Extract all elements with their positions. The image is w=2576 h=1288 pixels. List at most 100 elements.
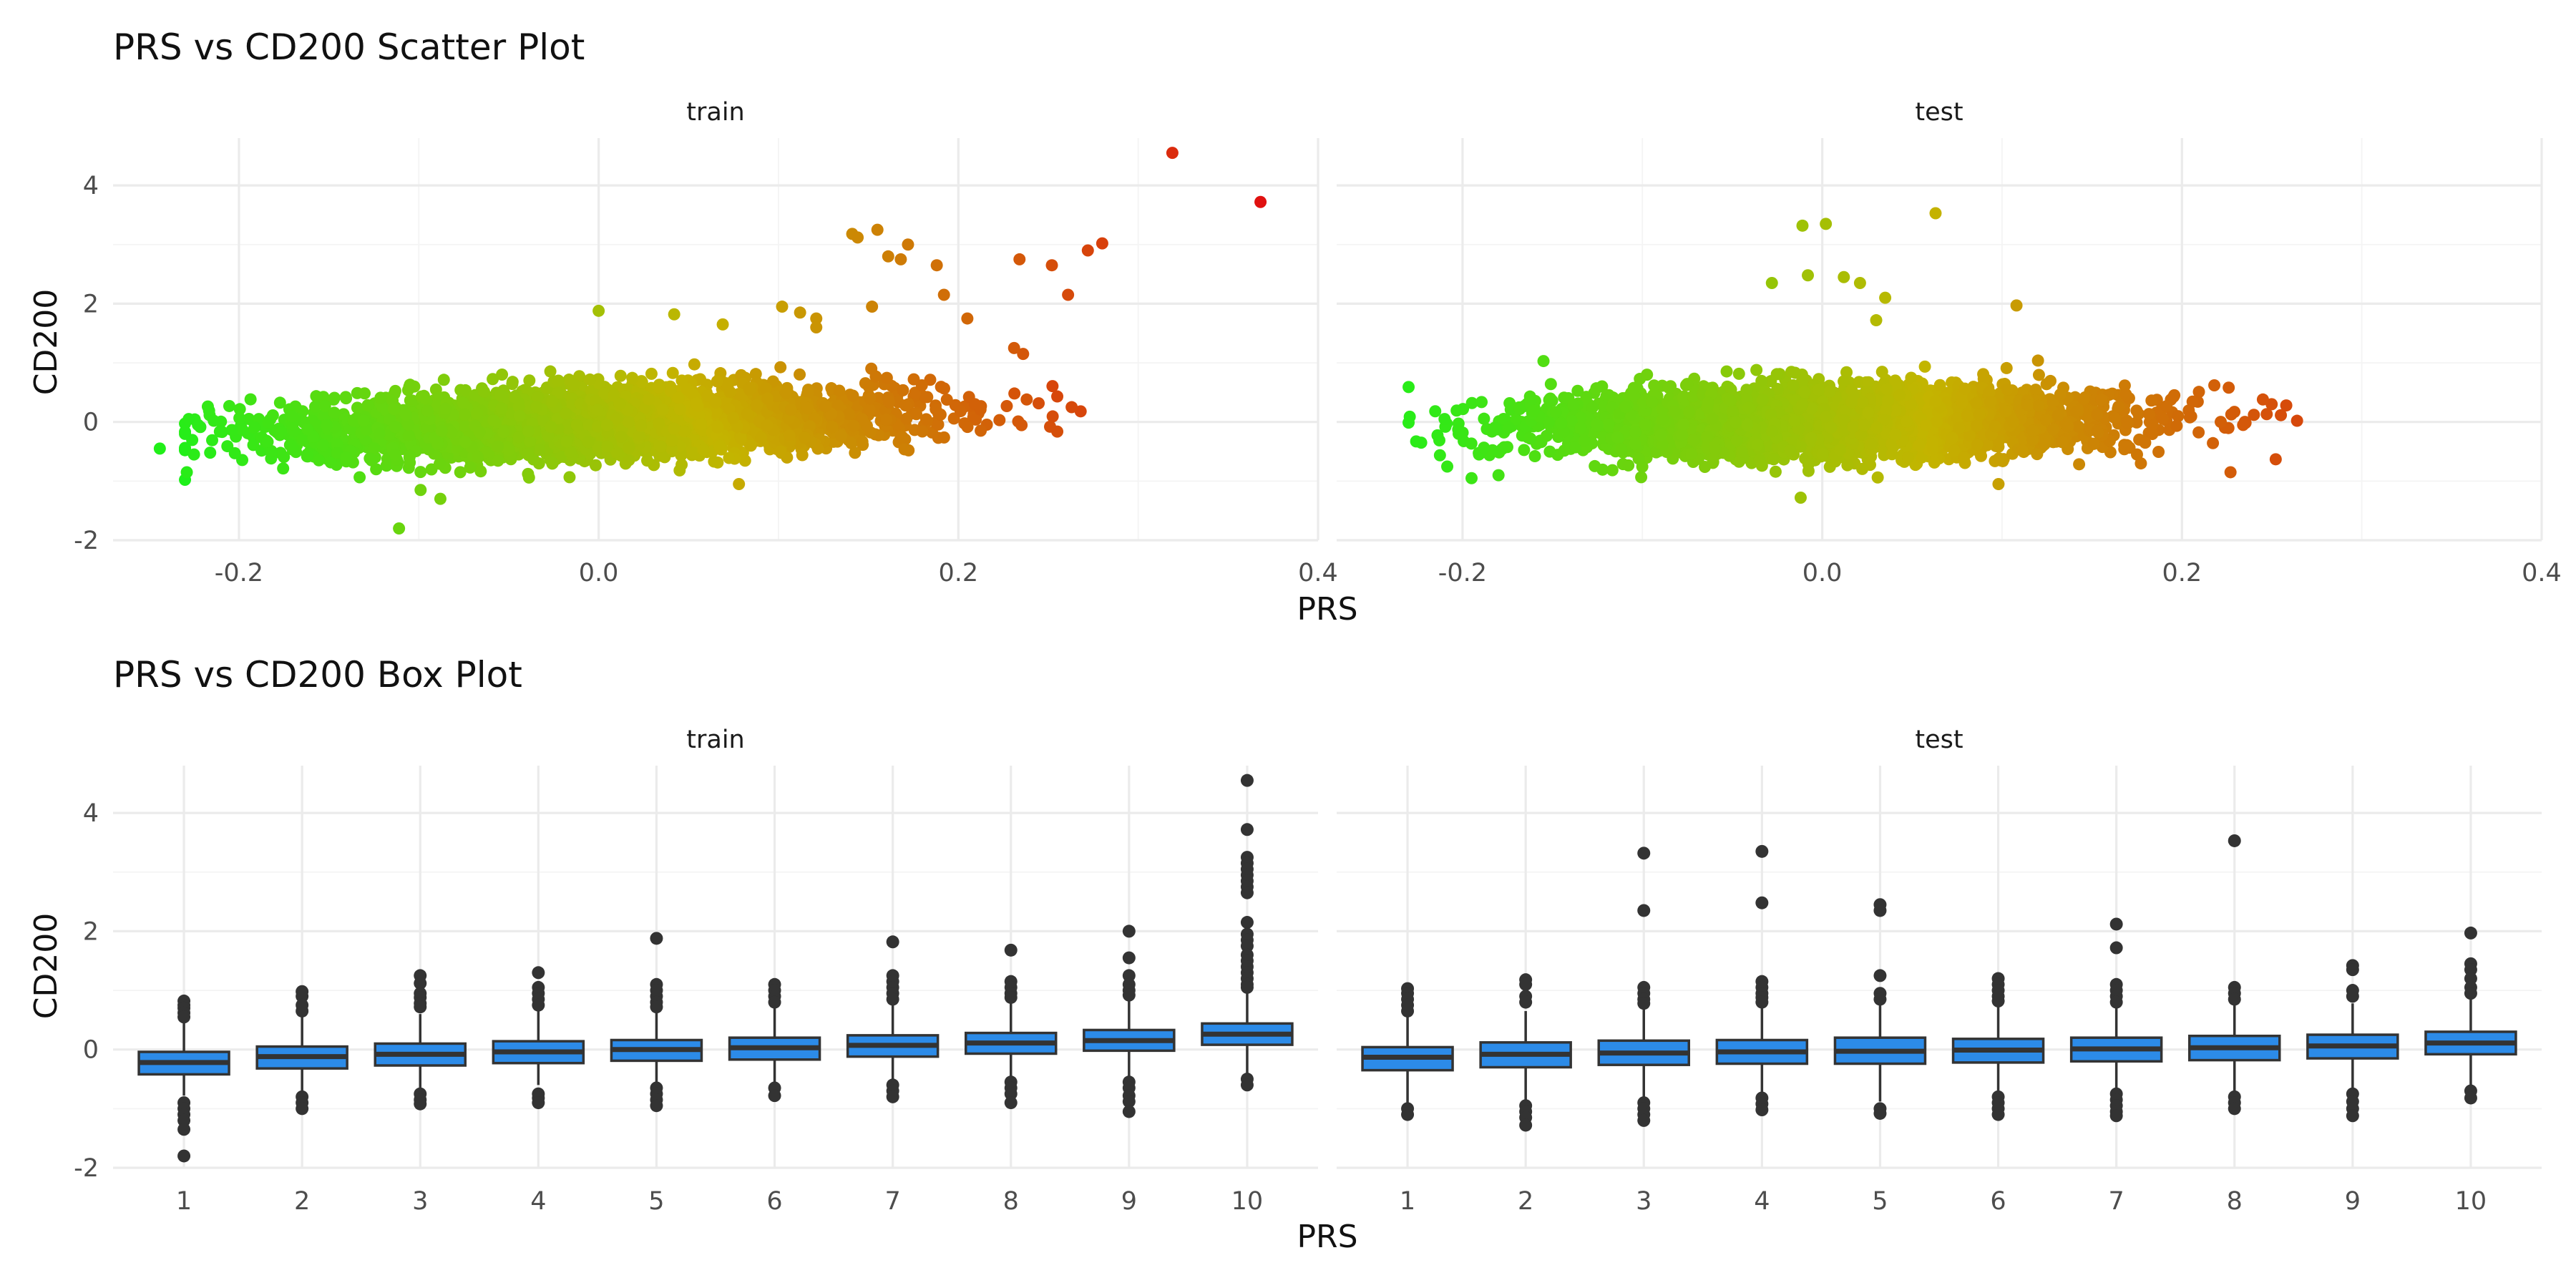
scatter-point <box>373 427 386 440</box>
scatter-point <box>477 385 490 398</box>
scatter-point <box>492 440 504 453</box>
scatter-point <box>655 440 668 453</box>
scatter-point <box>1046 380 1059 393</box>
scatter-point <box>688 358 701 371</box>
scatter-point <box>495 402 508 415</box>
scatter-point <box>1166 147 1179 160</box>
scatter-point <box>993 414 1006 426</box>
scatter-point <box>750 399 763 412</box>
scatter-point <box>400 409 413 421</box>
scatter-point <box>364 452 376 465</box>
point-cloud <box>179 358 1064 486</box>
scatter-point <box>545 421 557 434</box>
scatter-point <box>522 425 535 438</box>
scatter-point <box>563 471 576 484</box>
y-tick-label: 4 <box>83 172 99 200</box>
scatter-point <box>533 444 546 457</box>
scatter-point <box>301 423 314 436</box>
scatter-point <box>471 450 484 463</box>
scatter-point <box>935 381 947 394</box>
scatter-point <box>614 369 627 382</box>
scatter-point <box>643 393 655 406</box>
scatter-point <box>733 477 746 490</box>
scatter-point <box>882 396 895 409</box>
scatter-point <box>2152 445 2165 458</box>
scatter-point <box>393 522 406 535</box>
scatter-point <box>810 321 823 333</box>
scatter-point <box>613 397 626 410</box>
scatter-point <box>223 399 235 412</box>
x-tick-label: 0.0 <box>579 559 619 587</box>
scatter-point <box>435 424 448 437</box>
point-cloud <box>1402 354 2288 484</box>
scatter-point <box>601 440 614 453</box>
scatter-point <box>600 419 613 431</box>
scatter-point <box>774 445 787 458</box>
scatter-point <box>716 318 729 331</box>
scatter-point <box>910 408 923 421</box>
scatter-point <box>313 454 326 467</box>
scatter-point <box>1043 420 1056 433</box>
x-tick-label: 0.2 <box>938 559 978 587</box>
scatter-point <box>656 404 669 416</box>
scatter-point <box>374 391 387 404</box>
scatter-point <box>668 422 680 435</box>
scatter-point <box>327 393 340 406</box>
scatter-point <box>437 374 450 386</box>
scatter-point <box>711 375 723 388</box>
scatter-point <box>798 431 811 444</box>
scatter-point <box>1429 405 1442 418</box>
scatter-point <box>208 414 220 427</box>
scatter-point <box>1008 387 1021 400</box>
scatter-point <box>421 404 434 417</box>
scatter-point <box>1000 400 1013 413</box>
scatter-point <box>847 419 860 432</box>
scatter-panel-test: -0.2 0.0 0.2 0.4 <box>1337 138 2562 587</box>
scatter-point <box>262 416 275 429</box>
scatter-point <box>471 406 484 419</box>
scatter-point <box>1402 381 1415 394</box>
scatter-point <box>915 379 928 391</box>
scatter-point <box>582 436 595 449</box>
scatter-point <box>464 461 477 474</box>
scatter-point <box>496 368 509 381</box>
scatter-point <box>389 448 402 461</box>
scatter-point <box>521 447 534 460</box>
scatter-point <box>434 492 447 505</box>
scatter-point <box>916 425 929 438</box>
scatter-point <box>622 416 635 429</box>
scatter-title: PRS vs CD200 Scatter Plot <box>113 26 585 68</box>
scatter-point <box>403 380 416 393</box>
scatter-point <box>1062 288 1075 301</box>
scatter-point <box>744 439 757 452</box>
scatter-point <box>801 401 814 414</box>
scatter-point <box>233 403 246 416</box>
scatter-point <box>833 384 846 397</box>
scatter-point <box>774 361 787 374</box>
scatter-point <box>761 392 774 405</box>
scatter-point <box>182 413 195 426</box>
scatter-point <box>473 426 486 439</box>
scatter-point <box>1589 459 1601 472</box>
scatter-point <box>975 424 987 437</box>
scatter-point <box>897 384 909 396</box>
scatter-point <box>458 408 471 421</box>
scatter-point <box>847 389 859 402</box>
x-tick-label: 0.2 <box>2162 559 2202 587</box>
scatter-point <box>546 395 559 408</box>
scatter-point <box>866 301 879 313</box>
scatter-point <box>842 408 855 421</box>
scatter-point <box>353 471 366 484</box>
scatter-point <box>871 223 884 236</box>
scatter-point <box>215 426 228 439</box>
scatter-point <box>695 418 708 431</box>
scatter-point <box>474 465 487 478</box>
scatter-point <box>1020 393 1033 406</box>
scatter-point <box>776 301 789 313</box>
scatter-point <box>497 426 510 439</box>
scatter-point <box>414 466 427 479</box>
scatter-point <box>863 404 876 416</box>
scatter-point <box>487 414 499 427</box>
scatter-point <box>204 447 217 459</box>
